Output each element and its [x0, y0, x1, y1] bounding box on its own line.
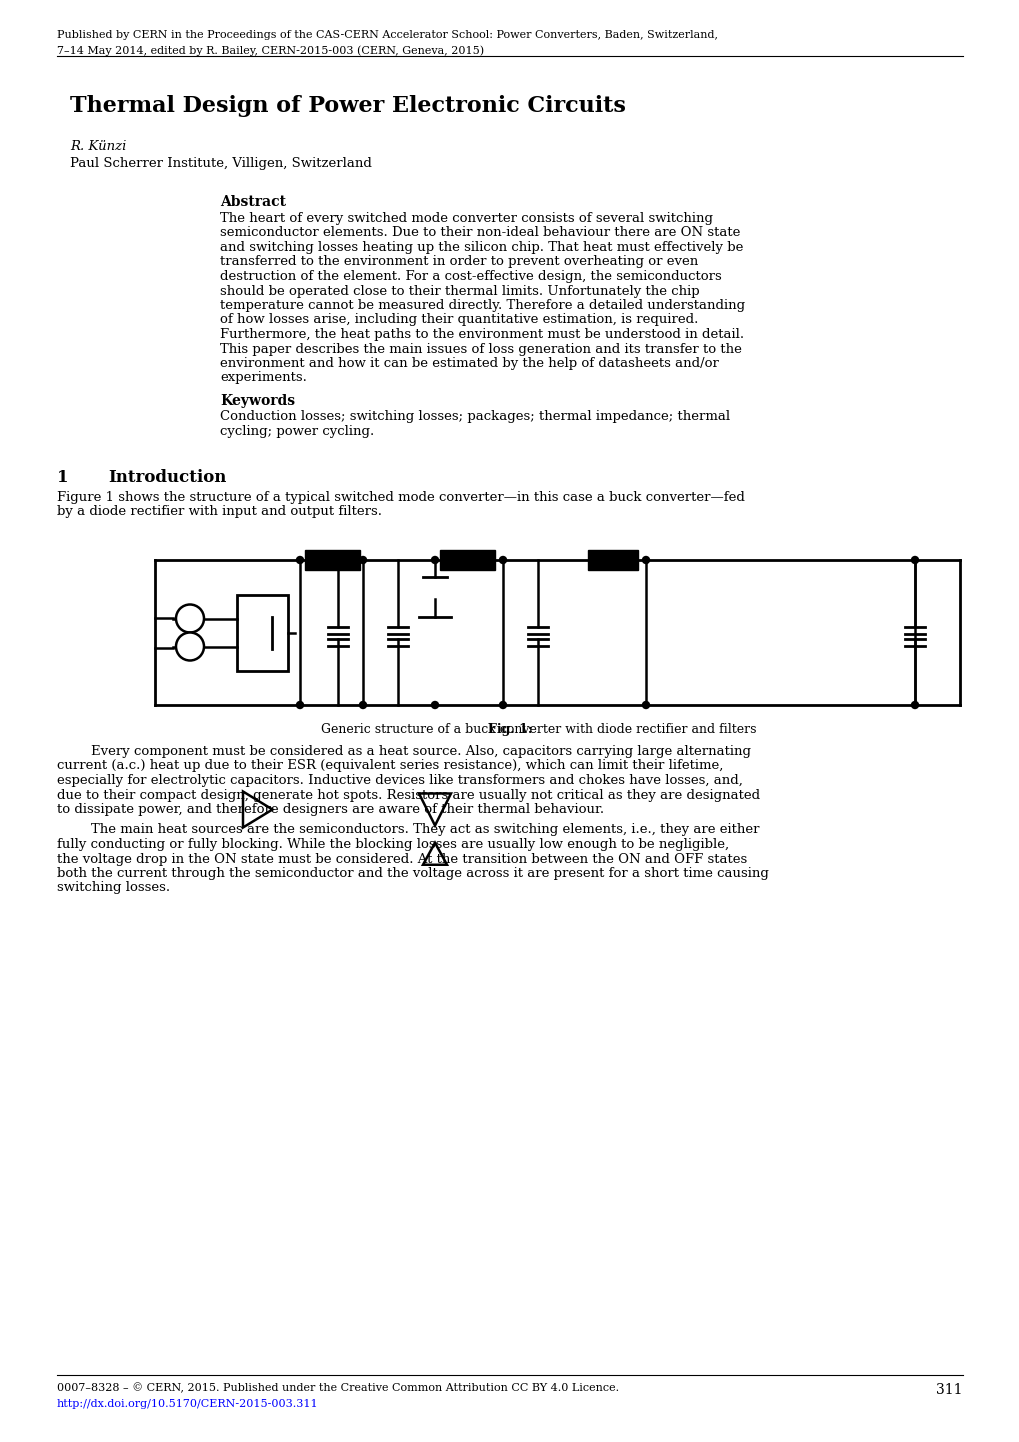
Circle shape	[642, 557, 649, 564]
Circle shape	[431, 701, 438, 708]
Text: both the current through the semiconductor and the voltage across it are present: both the current through the semiconduct…	[57, 867, 768, 880]
Circle shape	[431, 557, 438, 564]
Text: Generic structure of a buck converter with diode rectifier and filters: Generic structure of a buck converter wi…	[317, 722, 756, 735]
Bar	[236, 594, 287, 671]
Text: Figure 1 shows the structure of a typical switched mode converter—in this case a: Figure 1 shows the structure of a typica…	[57, 490, 744, 505]
Bar	[305, 549, 360, 570]
Text: experiments.: experiments.	[220, 372, 307, 385]
Circle shape	[911, 701, 917, 708]
Text: semiconductor elements. Due to their non-ideal behaviour there are ON state: semiconductor elements. Due to their non…	[220, 226, 740, 239]
Circle shape	[499, 701, 506, 708]
Text: 0007–8328 – © CERN, 2015. Published under the Creative Common Attribution CC BY : 0007–8328 – © CERN, 2015. Published unde…	[57, 1383, 619, 1393]
Text: Published by CERN in the Proceedings of the CAS-CERN Accelerator School: Power C: Published by CERN in the Proceedings of …	[57, 30, 717, 40]
Text: Every component must be considered as a heat source. Also, capacitors carrying l: Every component must be considered as a …	[57, 746, 750, 758]
Circle shape	[499, 557, 506, 564]
Circle shape	[297, 557, 304, 564]
Text: Thermal Design of Power Electronic Circuits: Thermal Design of Power Electronic Circu…	[70, 95, 626, 117]
Text: The heart of every switched mode converter consists of several switching: The heart of every switched mode convert…	[220, 212, 712, 225]
Text: temperature cannot be measured directly. Therefore a detailed understanding: temperature cannot be measured directly.…	[220, 298, 745, 311]
Text: 1: 1	[57, 469, 68, 486]
Text: of how losses arise, including their quantitative estimation, is required.: of how losses arise, including their qua…	[220, 313, 698, 326]
Text: R. Künzi: R. Künzi	[70, 140, 126, 153]
Text: This paper describes the main issues of loss generation and its transfer to the: This paper describes the main issues of …	[220, 343, 741, 356]
Circle shape	[642, 701, 649, 708]
Text: due to their compact design, generate hot spots. Resistors are usually not criti: due to their compact design, generate ho…	[57, 789, 759, 802]
Circle shape	[359, 701, 366, 708]
Text: Furthermore, the heat paths to the environment must be understood in detail.: Furthermore, the heat paths to the envir…	[220, 327, 744, 340]
Text: especially for electrolytic capacitors. Inductive devices like transformers and : especially for electrolytic capacitors. …	[57, 774, 742, 787]
Text: the voltage drop in the ON state must be considered. At the transition between t: the voltage drop in the ON state must be…	[57, 852, 747, 865]
Circle shape	[297, 701, 304, 708]
Text: should be operated close to their thermal limits. Unfortunately the chip: should be operated close to their therma…	[220, 284, 699, 297]
Circle shape	[911, 557, 917, 564]
Text: and switching losses heating up the silicon chip. That heat must effectively be: and switching losses heating up the sili…	[220, 241, 743, 254]
Circle shape	[359, 557, 366, 564]
Text: Fig. 1:: Fig. 1:	[487, 722, 532, 735]
Text: switching losses.: switching losses.	[57, 881, 170, 894]
Text: 7–14 May 2014, edited by R. Bailey, CERN-2015-003 (CERN, Geneva, 2015): 7–14 May 2014, edited by R. Bailey, CERN…	[57, 45, 484, 56]
Bar	[439, 549, 494, 570]
Text: environment and how it can be estimated by the help of datasheets and/or: environment and how it can be estimated …	[220, 358, 718, 371]
Text: Conduction losses; switching losses; packages; thermal impedance; thermal: Conduction losses; switching losses; pac…	[220, 410, 730, 423]
Text: Keywords: Keywords	[220, 394, 294, 408]
Text: by a diode rectifier with input and output filters.: by a diode rectifier with input and outp…	[57, 506, 382, 519]
Text: Introduction: Introduction	[108, 469, 226, 486]
Text: The main heat sources are the semiconductors. They act as switching elements, i.: The main heat sources are the semiconduc…	[57, 823, 759, 836]
Text: cycling; power cycling.: cycling; power cycling.	[220, 424, 374, 437]
Text: fully conducting or fully blocking. While the blocking losses are usually low en: fully conducting or fully blocking. Whil…	[57, 838, 729, 851]
Text: to dissipate power, and therefore designers are aware of their thermal behaviour: to dissipate power, and therefore design…	[57, 803, 603, 816]
Text: Paul Scherrer Institute, Villigen, Switzerland: Paul Scherrer Institute, Villigen, Switz…	[70, 157, 372, 170]
Text: 311: 311	[935, 1383, 962, 1397]
Bar	[587, 549, 637, 570]
Text: destruction of the element. For a cost-effective design, the semiconductors: destruction of the element. For a cost-e…	[220, 270, 721, 283]
Text: Abstract: Abstract	[220, 195, 285, 209]
Text: http://dx.doi.org/10.5170/CERN-2015-003.311: http://dx.doi.org/10.5170/CERN-2015-003.…	[57, 1399, 318, 1409]
Circle shape	[176, 633, 204, 660]
Text: transferred to the environment in order to prevent overheating or even: transferred to the environment in order …	[220, 255, 698, 268]
Text: current (a.c.) heat up due to their ESR (equivalent series resistance), which ca: current (a.c.) heat up due to their ESR …	[57, 760, 722, 773]
Circle shape	[176, 604, 204, 633]
